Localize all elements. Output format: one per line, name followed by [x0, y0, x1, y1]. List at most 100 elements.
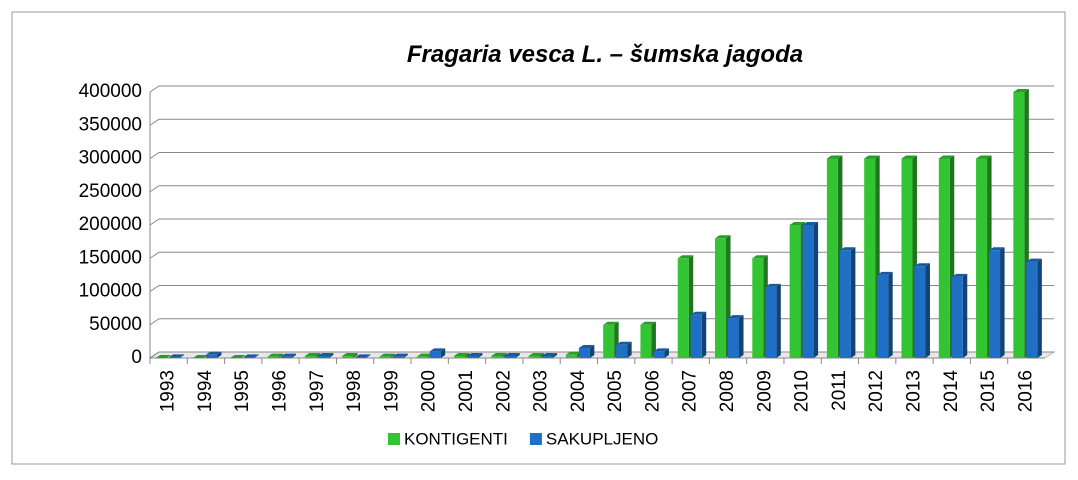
grid-line	[149, 251, 1054, 259]
bar	[205, 354, 217, 358]
bar-side	[216, 351, 222, 358]
bar-side	[962, 273, 968, 358]
bar	[355, 357, 367, 358]
bar-side	[502, 353, 507, 358]
bar-side	[477, 353, 483, 358]
grid-line	[149, 218, 1054, 226]
bar-top	[155, 355, 172, 358]
bar-side	[353, 353, 358, 358]
bar-top	[989, 247, 1005, 251]
bar-top	[976, 155, 992, 159]
bar	[528, 356, 540, 358]
bar	[1013, 92, 1025, 358]
x-tick-label: 2008	[717, 370, 738, 412]
bar-side	[589, 345, 595, 358]
bar-top	[342, 353, 358, 357]
x-tick-label: 2007	[680, 370, 701, 412]
bar-side	[664, 348, 669, 358]
bar-top	[243, 354, 259, 358]
x-tick-label: 2005	[605, 370, 626, 412]
grid-line	[149, 85, 1054, 93]
bar-top	[578, 345, 595, 349]
x-tick-label: 2002	[493, 370, 514, 412]
bar-top	[304, 353, 321, 357]
bar-top	[826, 155, 843, 159]
bar-top	[429, 348, 446, 352]
bar	[677, 258, 689, 358]
x-tick-label: 2010	[792, 370, 813, 412]
bar	[317, 356, 329, 358]
bar-side	[888, 271, 893, 358]
y-tick-label: 150000	[79, 247, 142, 268]
bar	[826, 158, 838, 358]
bar-top	[839, 247, 856, 251]
bar-side	[539, 353, 545, 358]
chart-title: Fragaria vesca L. – šumska jagoda	[407, 41, 803, 68]
bar-side	[440, 348, 446, 358]
x-tick-label: 1997	[307, 370, 328, 412]
bar	[541, 356, 553, 358]
bar-side	[328, 353, 334, 358]
bar-top	[541, 353, 558, 357]
bar	[864, 158, 876, 358]
bar	[280, 356, 292, 358]
bar-top	[914, 263, 930, 267]
bar-top	[653, 348, 669, 352]
y-tick-label: 100000	[79, 281, 142, 302]
bar	[168, 357, 180, 358]
bar	[802, 225, 814, 358]
y-tick-label: 300000	[79, 148, 142, 169]
x-tick-label: 2000	[419, 370, 440, 412]
x-tick-label: 2003	[531, 370, 552, 412]
x-tick-label: 1996	[270, 370, 291, 412]
bar-top	[616, 341, 632, 345]
bar-top	[640, 321, 656, 325]
bar-top	[715, 235, 731, 239]
grid-line	[149, 185, 1054, 193]
x-tick-label: 1993	[158, 370, 179, 412]
bar-top	[901, 155, 917, 159]
bar-top	[951, 273, 968, 277]
grid-line	[149, 118, 1054, 126]
bar-top	[877, 271, 893, 275]
y-tick-label: 50000	[89, 314, 142, 335]
bar-side	[315, 353, 321, 358]
x-tick-label: 2014	[941, 370, 962, 413]
bar-top	[1013, 89, 1029, 92]
bar-side	[515, 353, 520, 358]
legend-label: SAKUPLJENO	[546, 429, 658, 448]
bar	[491, 356, 503, 358]
bar-top	[690, 311, 707, 315]
bar	[342, 356, 354, 358]
bar-side	[403, 353, 408, 358]
bar	[901, 158, 913, 358]
x-tick-label: 1994	[195, 370, 216, 413]
x-tick-label: 2001	[456, 370, 477, 412]
bar	[616, 344, 628, 358]
x-tick-label: 2016	[1015, 370, 1036, 412]
bar-side	[850, 247, 856, 358]
bar-side	[627, 341, 632, 358]
x-tick-label: 2006	[642, 370, 663, 412]
bar-top	[565, 351, 582, 355]
bar	[989, 250, 1001, 358]
x-tick-label: 2015	[978, 370, 999, 412]
bar	[304, 356, 316, 358]
x-tick-label: 2012	[866, 370, 887, 412]
bar-side	[291, 353, 297, 358]
bar-side	[651, 321, 656, 358]
bar-top	[192, 355, 209, 358]
bar-side	[390, 353, 395, 358]
bar-top	[802, 222, 819, 225]
bar	[789, 225, 801, 358]
bar-top	[416, 353, 433, 357]
bar	[951, 276, 963, 358]
bar-side	[1037, 258, 1042, 358]
bar-side	[254, 354, 259, 358]
bar	[839, 250, 851, 358]
bar-top	[789, 222, 806, 225]
y-tick-label: 0	[131, 347, 142, 368]
bar-top	[528, 353, 545, 357]
bar	[752, 258, 764, 358]
bar	[578, 348, 590, 358]
